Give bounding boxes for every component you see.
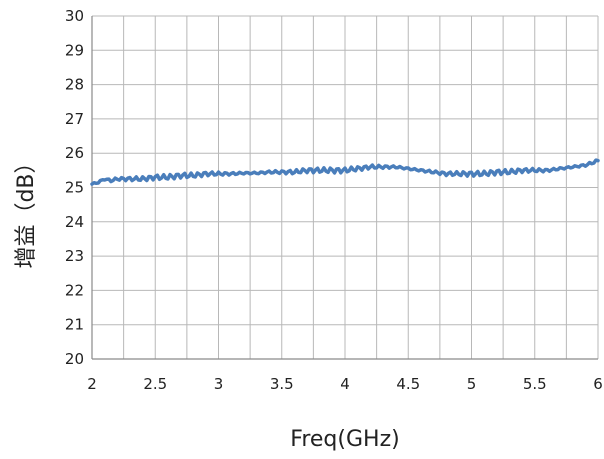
- y-tick-label: 30: [65, 7, 84, 25]
- x-tick-label: 4: [340, 375, 350, 393]
- y-tick-label: 26: [65, 144, 84, 162]
- x-tick-label: 4.5: [396, 375, 420, 393]
- x-tick-labels: 2 2.5 3 3.5 4 4.5 5 5.5 6: [87, 375, 603, 393]
- y-tick-label: 20: [65, 350, 84, 368]
- y-tick-labels: 20 21 22 23 24 25 26 27 28 29 30: [65, 7, 84, 368]
- y-tick-label: 23: [65, 247, 84, 265]
- y-tick-label: 25: [65, 179, 84, 197]
- x-tick-label: 3: [214, 375, 224, 393]
- plot-frame: [91, 16, 598, 360]
- x-tick-label: 2.5: [143, 375, 167, 393]
- x-tick-label: 3.5: [270, 375, 294, 393]
- y-tick-label: 29: [65, 41, 84, 59]
- x-axis-label: Freq(GHz): [290, 427, 399, 452]
- grid: [91, 15, 599, 360]
- y-tick-label: 24: [65, 213, 84, 231]
- y-tick-label: 21: [65, 316, 84, 334]
- x-tick-label: 5.5: [523, 375, 547, 393]
- series-line: [90, 158, 600, 186]
- x-tick-label: 6: [593, 375, 603, 393]
- x-tick-label: 2: [87, 375, 97, 393]
- x-tick-label: 5: [467, 375, 477, 393]
- y-tick-label: 28: [65, 76, 84, 94]
- y-tick-label: 22: [65, 281, 84, 299]
- y-axis-label: 增益（dB）: [14, 151, 39, 268]
- y-tick-label: 27: [65, 110, 84, 128]
